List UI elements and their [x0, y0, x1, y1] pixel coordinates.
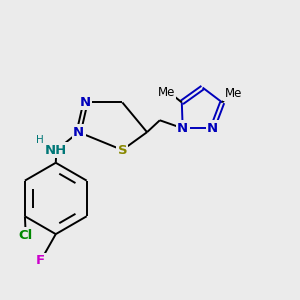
Text: N: N [177, 122, 188, 135]
Text: Me: Me [158, 85, 175, 98]
Text: Me: Me [224, 87, 242, 100]
Text: N: N [207, 122, 218, 135]
Text: Cl: Cl [19, 229, 33, 242]
Text: N: N [73, 126, 84, 139]
Text: S: S [118, 143, 127, 157]
Text: H: H [36, 135, 44, 145]
Text: NH: NH [45, 143, 68, 157]
Text: F: F [36, 254, 45, 267]
Text: N: N [80, 96, 91, 109]
